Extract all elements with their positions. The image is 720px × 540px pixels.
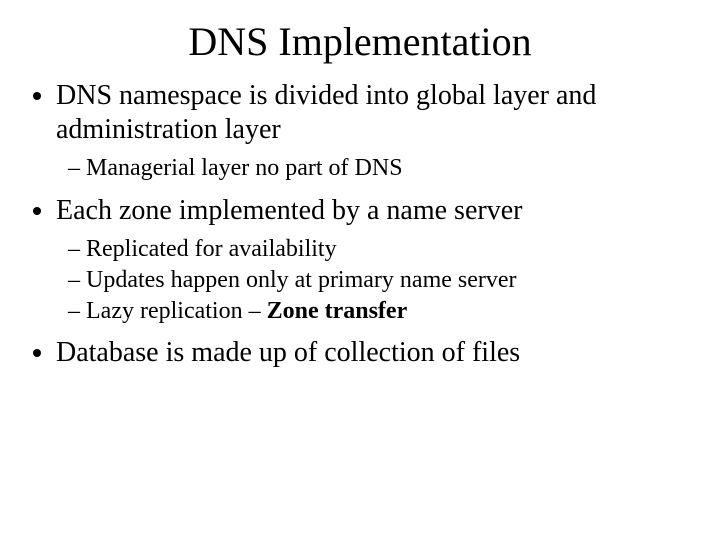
bullet-2-text: Each zone implemented by a name server	[56, 195, 522, 226]
slide: DNS Implementation DNS namespace is divi…	[0, 0, 720, 540]
sub-item-2-2: Updates happen only at primary name serv…	[68, 265, 692, 296]
bullet-item-1: DNS namespace is divided into global lay…	[56, 79, 692, 184]
bullet-item-2: Each zone implemented by a name server R…	[56, 194, 692, 326]
sub-item-2-3-bold: Zone transfer	[267, 298, 408, 324]
sub-item-2-3-prefix: Lazy replication –	[86, 298, 267, 324]
slide-title: DNS Implementation	[28, 18, 692, 65]
bullet-list: DNS namespace is divided into global lay…	[28, 79, 692, 371]
sub-list-2: Replicated for availability Updates happ…	[56, 234, 692, 326]
sub-item-2-3: Lazy replication – Zone transfer	[68, 296, 692, 327]
bullet-3-text: Database is made up of collection of fil…	[56, 337, 520, 368]
sub-list-1: Managerial layer no part of DNS	[56, 153, 692, 184]
sub-item-1-1: Managerial layer no part of DNS	[68, 153, 692, 184]
bullet-item-3: Database is made up of collection of fil…	[56, 336, 692, 370]
bullet-1-text: DNS namespace is divided into global lay…	[56, 80, 596, 145]
sub-item-2-1: Replicated for availability	[68, 234, 692, 265]
